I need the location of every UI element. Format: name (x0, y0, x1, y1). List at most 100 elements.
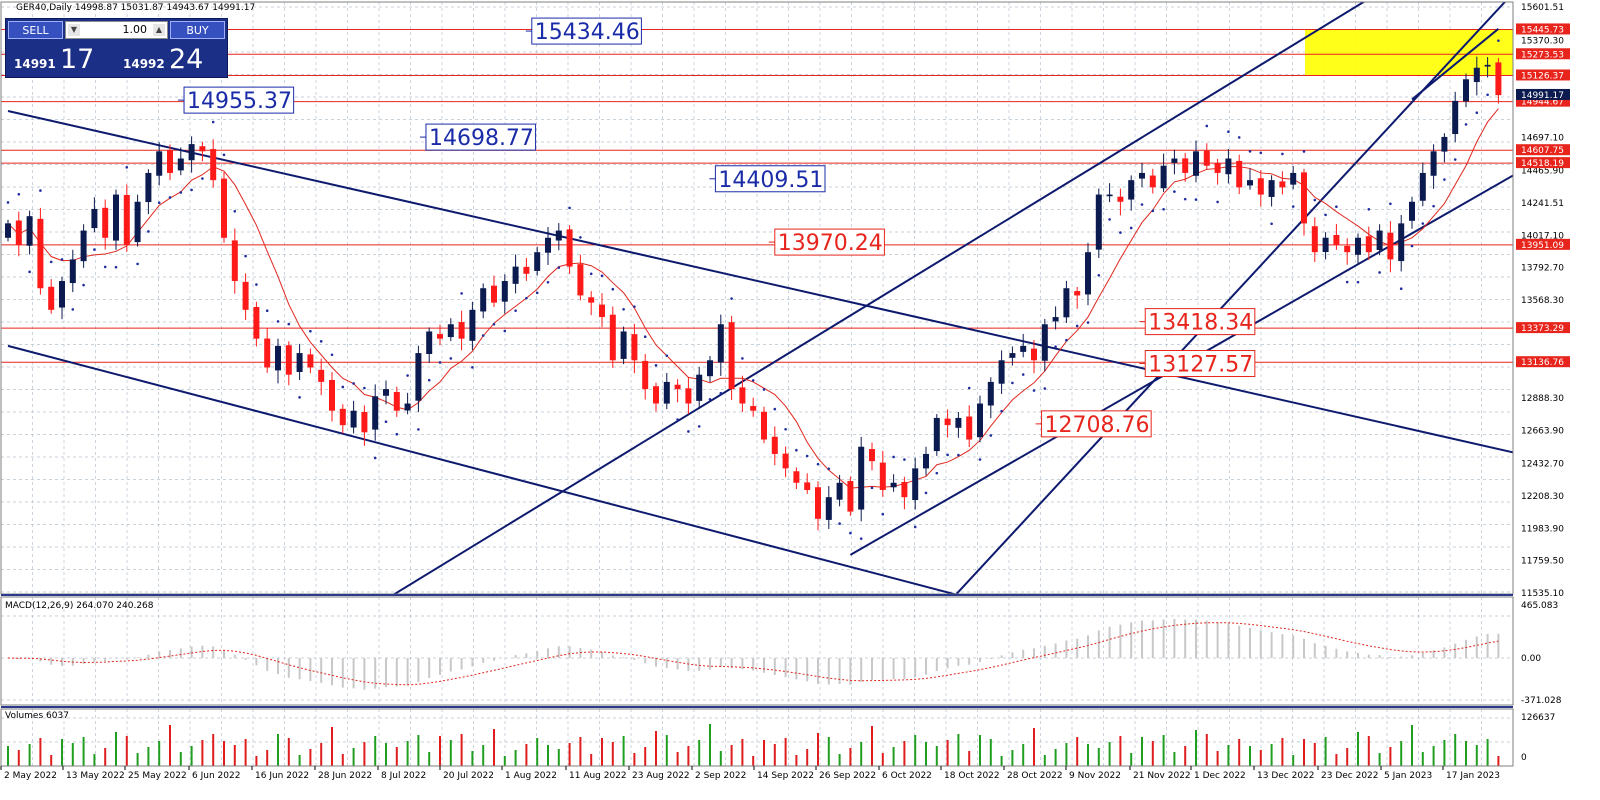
candle (199, 146, 206, 152)
candle (1409, 201, 1415, 221)
sell-button[interactable]: SELL (8, 21, 63, 39)
sar-dot (1119, 231, 1122, 234)
chart-title: GER40,Daily 14998.87 15031.87 14943.67 1… (16, 3, 255, 13)
candle (620, 331, 627, 359)
candle (912, 468, 919, 501)
sar-dot (1205, 124, 1209, 128)
price-tick-label: 11983.90 (1521, 524, 1564, 534)
time-tick-label: 23 Dec 2022 (1321, 771, 1379, 781)
sar-dot (49, 260, 53, 264)
candle (663, 381, 670, 404)
ma-line (7, 108, 1499, 489)
sar-dot (103, 265, 107, 269)
candle (901, 481, 908, 498)
macd-tick-bottom: -371.028 (1521, 696, 1562, 706)
macd-signal-line (7, 622, 1499, 686)
lot-increase-icon[interactable]: ▲ (153, 24, 165, 36)
candle (59, 281, 65, 308)
sar-dot (946, 453, 949, 457)
sar-dot (114, 265, 118, 269)
level-price-tag (1516, 356, 1570, 368)
sar-dot (849, 531, 852, 535)
sell-quote[interactable]: 14991 17 (8, 41, 116, 75)
sar-dot (1227, 130, 1230, 134)
sar-dot (309, 329, 312, 333)
sar-dot (579, 236, 582, 239)
annotation-box (183, 86, 295, 114)
candle (1031, 348, 1037, 361)
sar-dot (255, 283, 258, 286)
macd-label: MACD(12,26,9) 264.070 240.268 (5, 601, 154, 611)
candle (37, 218, 44, 289)
candle (80, 230, 87, 262)
time-tick-label: 9 Nov 2022 (1069, 771, 1121, 781)
time-tick-label: 1 Dec 2022 (1194, 771, 1246, 781)
price-tick-label: 14017.10 (1521, 231, 1564, 241)
price-tick-label: 11759.50 (1521, 557, 1564, 567)
candle (231, 240, 238, 282)
candle (415, 353, 422, 401)
sar-dot (71, 308, 75, 311)
sar-dot (1335, 205, 1338, 209)
sar-dot (957, 453, 960, 457)
one-click-trading-panel: SELL ▼ 1.00 ▲ BUY 14991 17 14992 24 (5, 18, 228, 78)
sar-dot (93, 248, 96, 251)
candle (609, 314, 616, 361)
candle (761, 411, 767, 440)
sar-dot (1291, 205, 1295, 208)
level-price-tag (1516, 238, 1570, 250)
sar-dot (298, 396, 301, 399)
sar-dot (233, 210, 237, 213)
sar-dot (892, 455, 895, 459)
candle (717, 324, 724, 363)
candle (1052, 317, 1059, 322)
sar-dot (319, 340, 323, 343)
time-tick-label: 1 Aug 2022 (505, 771, 557, 781)
price-tick-label: 14241.51 (1521, 199, 1564, 209)
lot-decrease-icon[interactable]: ▼ (68, 24, 80, 36)
sar-dot (492, 322, 496, 326)
sar-dot (1345, 280, 1349, 284)
candle (145, 172, 152, 203)
level-price-tag (1516, 322, 1570, 334)
macd-tick-zero: 0.00 (1521, 654, 1541, 664)
sar-dot (935, 471, 939, 475)
candle (674, 384, 681, 390)
sar-dot (1151, 209, 1155, 213)
annotation-label: 12708.76 (1045, 413, 1150, 438)
time-tick-label: 16 Jun 2022 (255, 771, 309, 781)
supply-zone[interactable] (1305, 29, 1513, 76)
buy-price-big: 24 (169, 44, 204, 75)
lot-size-input[interactable]: ▼ 1.00 ▲ (65, 21, 168, 39)
sar-dot (1032, 389, 1036, 392)
annotation-box (1041, 410, 1152, 438)
sar-dot (503, 329, 507, 333)
price-annotations: 15434.46 14955.37 14698.77 14409.51 13970.24… (178, 17, 1256, 438)
candle (1322, 237, 1329, 253)
sar-dot (633, 305, 636, 308)
buy-quote[interactable]: 14992 24 (117, 41, 225, 75)
time-tick-label: 26 Sep 2022 (819, 771, 876, 781)
time-tick-label: 17 Jan 2023 (1446, 771, 1500, 781)
candle (1063, 288, 1070, 318)
time-tick-label: 13 May 2022 (66, 771, 125, 781)
candle (728, 322, 735, 390)
sar-dot (665, 354, 669, 357)
time-tick-label: 5 Jan 2023 (1384, 771, 1432, 781)
sar-dot (1378, 271, 1381, 274)
sar-dot (211, 120, 215, 124)
candle (998, 360, 1005, 384)
sar-dot (1183, 197, 1187, 201)
buy-price-prefix: 14992 (123, 57, 165, 71)
sar-dot (546, 280, 550, 284)
sar-dot (1486, 93, 1489, 97)
candle (977, 403, 983, 438)
candle (447, 324, 454, 338)
sar-dot (568, 206, 571, 210)
candle (285, 345, 292, 375)
sar-dot (870, 486, 874, 490)
candle (480, 288, 487, 312)
buy-button[interactable]: BUY (170, 21, 225, 39)
candle (1139, 172, 1145, 179)
